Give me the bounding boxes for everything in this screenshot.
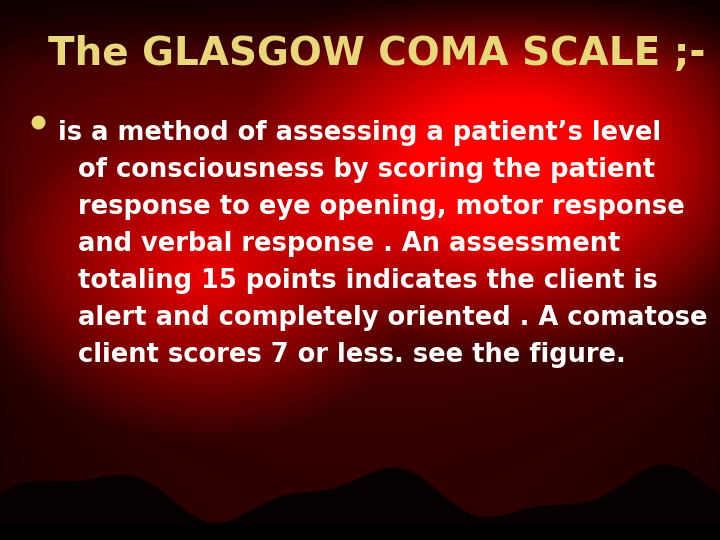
- Text: client scores 7 or less. see the figure.: client scores 7 or less. see the figure.: [78, 342, 626, 368]
- Text: totaling 15 points indicates the client is: totaling 15 points indicates the client …: [78, 268, 658, 294]
- Text: is a method of assessing a patient’s level: is a method of assessing a patient’s lev…: [58, 120, 661, 146]
- Text: of consciousness by scoring the patient: of consciousness by scoring the patient: [78, 157, 655, 183]
- Text: response to eye opening, motor response: response to eye opening, motor response: [78, 194, 685, 220]
- Text: alert and completely oriented . A comatose: alert and completely oriented . A comato…: [78, 305, 708, 331]
- Text: The GLASGOW COMA SCALE ;-: The GLASGOW COMA SCALE ;-: [48, 35, 706, 73]
- Text: and verbal response . An assessment: and verbal response . An assessment: [78, 231, 621, 257]
